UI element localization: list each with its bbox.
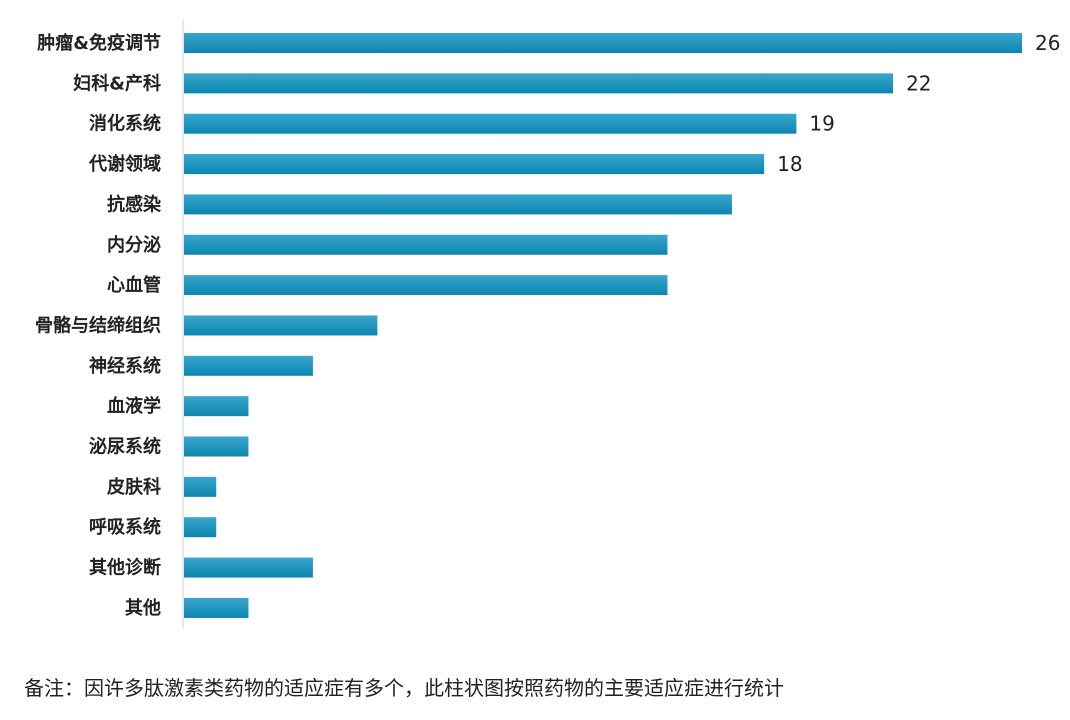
category-label: 泌尿系统 xyxy=(89,436,161,458)
bar xyxy=(184,315,378,336)
category-label: 神经系统 xyxy=(89,355,161,377)
bar xyxy=(184,396,249,417)
category-label: 皮肤科 xyxy=(107,476,161,498)
category-label: 心血管 xyxy=(107,274,161,296)
category-labels-group: 肿瘤&免疫调节妇科&产科消化系统代谢领域抗感染内分泌心血管骨骼与结缔组织神经系统… xyxy=(35,32,162,619)
bar xyxy=(184,113,797,134)
bar xyxy=(184,33,1022,53)
data-label: 18 xyxy=(777,152,802,176)
bar xyxy=(184,275,668,296)
category-label: 代谢领域 xyxy=(88,153,161,175)
bar xyxy=(184,476,217,497)
category-label: 妇科&产科 xyxy=(73,72,161,94)
bars-group xyxy=(184,33,1022,618)
bar xyxy=(184,154,765,175)
bar xyxy=(184,597,249,618)
bar xyxy=(184,355,313,376)
data-label: 26 xyxy=(1035,31,1060,55)
category-label: 血液学 xyxy=(107,395,161,417)
category-label: 其他 xyxy=(125,597,161,619)
category-label: 呼吸系统 xyxy=(89,516,161,538)
category-label: 肿瘤&免疫调节 xyxy=(37,32,161,54)
category-label: 骨骼与结缔组织 xyxy=(35,314,161,336)
bar xyxy=(184,194,732,215)
bar-chart: 肿瘤&免疫调节妇科&产科消化系统代谢领域抗感染内分泌心血管骨骼与结缔组织神经系统… xyxy=(35,20,1060,628)
bar xyxy=(184,436,249,457)
category-label: 消化系统 xyxy=(89,113,161,135)
category-label: 内分泌 xyxy=(107,234,161,256)
bar xyxy=(184,517,217,538)
bar xyxy=(184,73,894,94)
footnote: 备注：因许多肽激素类药物的适应症有多个，此柱状图按照药物的主要适应症进行统计 xyxy=(24,676,784,700)
value-labels-group: 26 22 19 18 xyxy=(777,31,1060,176)
bar xyxy=(184,557,313,578)
category-label: 其他诊断 xyxy=(89,557,161,579)
data-label: 19 xyxy=(809,112,834,136)
data-label: 22 xyxy=(906,71,931,95)
bar xyxy=(184,234,668,255)
category-label: 抗感染 xyxy=(107,193,162,215)
